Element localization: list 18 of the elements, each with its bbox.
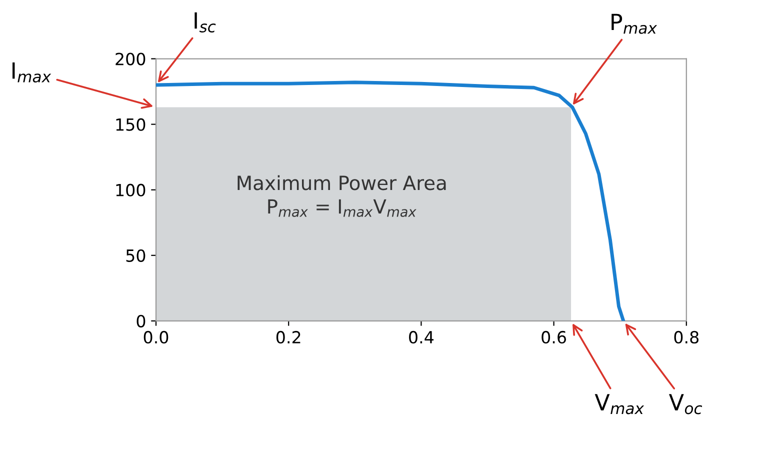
annotation: I$_{max}$ [12, 62, 52, 83]
annotation: V$_{oc}$ [668, 394, 702, 414]
y-tick-label: 0 [136, 314, 146, 328]
x-tick-label: 0.6 [542, 330, 566, 344]
x-tick-label: 0.8 [674, 330, 699, 344]
line-series [156, 80, 626, 321]
x-tick-label: 0.2 [276, 330, 300, 344]
annotation: P$_{max}$ [612, 14, 658, 34]
y-tick-label: 150 [116, 118, 146, 131]
x-tick-label: 0.4 [409, 330, 434, 344]
annotation: V$_{max}$ [594, 394, 644, 414]
annotation: P$_{max}$ = I$_{max}$V$_{max}$ [268, 199, 416, 217]
x-tick-label: 0.0 [144, 330, 168, 344]
y-tick-label: 100 [116, 184, 146, 196]
annotation: Maximum Power Area [238, 175, 446, 190]
y-tick-label: 50 [126, 249, 146, 262]
y-tick-label: 200 [116, 52, 146, 66]
annotation: I$_{sc}$ [194, 12, 216, 32]
